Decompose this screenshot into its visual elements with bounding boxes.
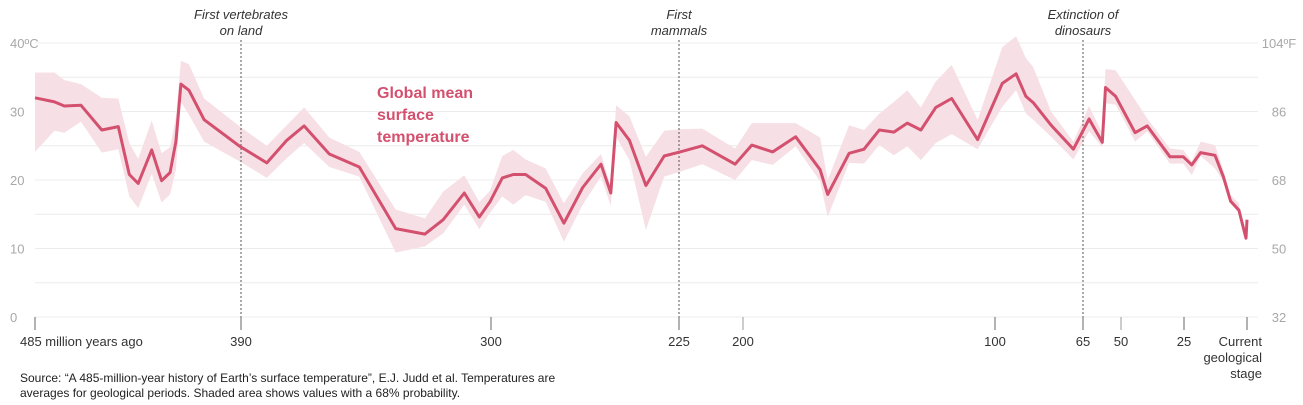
series-line: [34, 72, 1249, 240]
y-tick-label-c: 30: [10, 105, 24, 120]
x-tick-label: 390: [230, 334, 252, 349]
annotations: First vertebrates on land First mammals Exti…: [194, 7, 1120, 330]
x-tick-label: 50: [1114, 334, 1128, 349]
y-tick-label-f: 50: [1272, 242, 1286, 257]
y-tick-label-f: 68: [1272, 173, 1286, 188]
y-tick-label-c: 0: [10, 310, 17, 325]
band-area: [35, 36, 1247, 253]
x-tick-label: 300: [480, 334, 502, 349]
x-tick-label: Current geological stage: [1203, 334, 1262, 381]
probability-band: [35, 36, 1247, 253]
series-label: Global mean surface temperature: [377, 85, 473, 146]
x-tick-label: 225: [668, 334, 690, 349]
y-tick-label-f: 86: [1272, 105, 1286, 120]
annotation-label: First vertebrates on land: [194, 7, 288, 38]
x-tick-label: 200: [732, 334, 754, 349]
y-tick-label-c: 40ºC: [10, 36, 39, 51]
source-line: Source: “A 485-million-year history of E…: [20, 371, 555, 385]
annotation-label: First mammals: [651, 7, 708, 38]
x-tick-label: 100: [984, 334, 1006, 349]
y-tick-label-f: 104ºF: [1262, 36, 1296, 51]
source-line: averages for geological periods. Shaded …: [20, 386, 460, 400]
source-note: Source: “A 485-million-year history of E…: [20, 371, 555, 400]
x-tick-label: 65: [1076, 334, 1090, 349]
y-tick-label-c: 20: [10, 173, 24, 188]
y-tick-label-c: 10: [10, 242, 24, 257]
x-tick-label: 25: [1177, 334, 1191, 349]
y-tick-label-f: 32: [1272, 310, 1286, 325]
x-tick-label: 485 million years ago: [20, 334, 143, 349]
annotation-label: Extinction of dinosaurs: [1048, 7, 1120, 38]
mean-line: [34, 72, 1249, 240]
